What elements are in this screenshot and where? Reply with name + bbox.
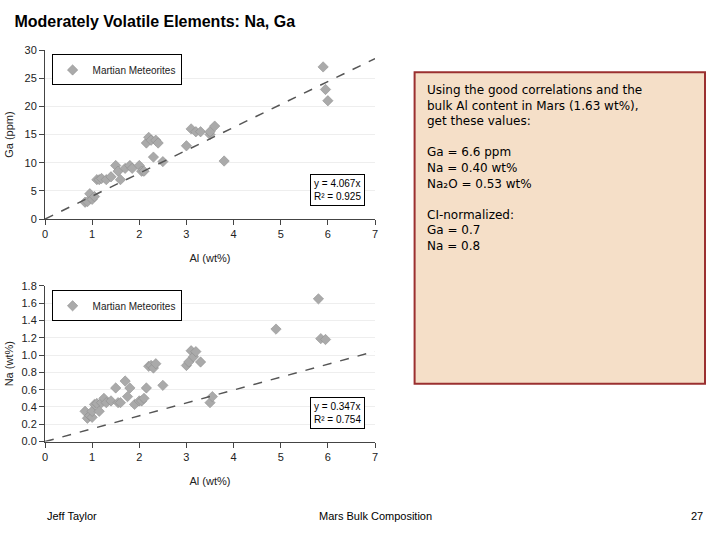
svg-text:25: 25 [25,72,37,84]
svg-text:5: 5 [278,451,284,463]
svg-text:1.6: 1.6 [22,297,37,309]
svg-text:1.4: 1.4 [22,314,37,326]
svg-text:3: 3 [183,228,189,240]
svg-text:Jeff Taylor: Jeff Taylor [47,510,97,522]
svg-text:7: 7 [372,228,378,240]
svg-text:4: 4 [231,451,237,463]
svg-text:0: 0 [31,213,37,225]
svg-text:1: 1 [89,228,95,240]
svg-text:15: 15 [25,128,37,140]
svg-text:0.2: 0.2 [22,418,37,430]
svg-text:27: 27 [691,510,703,522]
svg-text:6: 6 [325,451,331,463]
svg-text:0.4: 0.4 [22,401,37,413]
svg-text:y = 0.347xR² = 0.754: y = 0.347xR² = 0.754 [314,401,361,425]
svg-text:Martian Meteorites: Martian Meteorites [93,301,176,312]
svg-text:1.8: 1.8 [22,280,37,292]
svg-text:0.0: 0.0 [22,435,37,447]
svg-text:4: 4 [231,228,237,240]
svg-text:30: 30 [25,44,37,56]
svg-text:1: 1 [89,451,95,463]
svg-text:20: 20 [25,100,37,112]
svg-text:Using the good correlations an: Using the good correlations and thebulk … [427,83,642,253]
svg-text:2: 2 [136,451,142,463]
svg-text:Mars Bulk Composition: Mars Bulk Composition [319,510,432,522]
svg-text:0.8: 0.8 [22,366,37,378]
svg-text:5: 5 [31,185,37,197]
svg-text:Na (wt%): Na (wt%) [3,341,15,386]
svg-text:7: 7 [372,451,378,463]
svg-text:10: 10 [25,157,37,169]
svg-text:Al (wt%): Al (wt%) [190,252,231,264]
svg-text:Ga (ppm): Ga (ppm) [3,111,15,157]
svg-text:0: 0 [42,228,48,240]
svg-text:6: 6 [325,228,331,240]
svg-text:0: 0 [42,451,48,463]
svg-text:y = 4.067xR² = 0.925: y = 4.067xR² = 0.925 [314,178,361,202]
svg-text:Martian Meteorites: Martian Meteorites [93,65,176,76]
svg-text:1.2: 1.2 [22,332,37,344]
svg-text:0.6: 0.6 [22,384,37,396]
svg-text:1.0: 1.0 [22,349,37,361]
svg-text:Al (wt%): Al (wt%) [190,475,231,487]
svg-text:Moderately Volatile Elements:: Moderately Volatile Elements: Na, Ga [14,13,295,30]
svg-text:3: 3 [183,451,189,463]
svg-text:5: 5 [278,228,284,240]
svg-text:2: 2 [136,228,142,240]
